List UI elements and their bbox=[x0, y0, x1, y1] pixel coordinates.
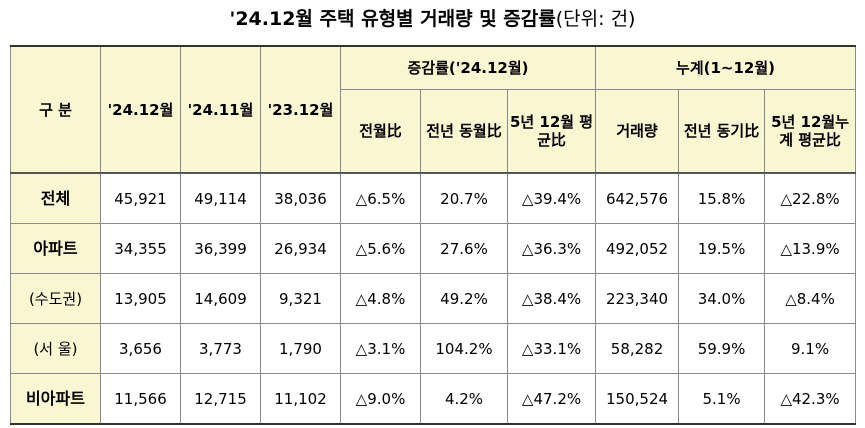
cell-cum-5yr-avg: △22.8% bbox=[764, 172, 857, 224]
cell-2411: 12,715 bbox=[180, 373, 261, 425]
cell-cum-5yr-avg: △8.4% bbox=[764, 273, 857, 324]
table-row: (서 울) 3,656 3,773 1,790 △3.1% 104.2% △33… bbox=[10, 323, 857, 374]
cell-2312: 9,321 bbox=[260, 273, 341, 324]
cell-cum-5yr-avg: △13.9% bbox=[764, 223, 857, 274]
table-row: (수도권) 13,905 14,609 9,321 △4.8% 49.2% △3… bbox=[10, 273, 857, 324]
cell-5yr-avg: △38.4% bbox=[506, 273, 597, 324]
row-label: (수도권) bbox=[10, 273, 101, 324]
cell-cum-volume: 642,576 bbox=[595, 172, 680, 224]
cell-5yr-avg: △39.4% bbox=[506, 172, 597, 224]
cell-cum-volume: 150,524 bbox=[595, 373, 680, 425]
cell-2312: 26,934 bbox=[260, 223, 341, 274]
cell-mom: △9.0% bbox=[340, 373, 421, 425]
cell-yoy: 4.2% bbox=[420, 373, 508, 425]
header-cum-volume: 거래량 bbox=[595, 89, 680, 174]
table-row: 아파트 34,355 36,399 26,934 △5.6% 27.6% △36… bbox=[10, 223, 857, 274]
header-cum-5yr-avg: 5년 12월누계 평균比 bbox=[764, 89, 857, 174]
header-5yr-avg: 5년 12월 평균比 bbox=[506, 89, 597, 174]
cell-2411: 49,114 bbox=[180, 172, 261, 224]
row-label: (서 울) bbox=[10, 323, 101, 374]
cell-mom: △4.8% bbox=[340, 273, 421, 324]
header-2412: '24.12월 bbox=[100, 45, 181, 174]
cell-5yr-avg: △36.3% bbox=[506, 223, 597, 274]
header-2312: '23.12월 bbox=[260, 45, 341, 174]
row-label: 비아파트 bbox=[10, 373, 101, 425]
cell-2411: 3,773 bbox=[180, 323, 261, 374]
cell-cum-volume: 223,340 bbox=[595, 273, 680, 324]
cell-2312: 1,790 bbox=[260, 323, 341, 374]
housing-transaction-table: 구 분 '24.12월 '24.11월 '23.12월 증감률('24.12월)… bbox=[10, 45, 857, 425]
cell-yoy: 20.7% bbox=[420, 172, 508, 224]
cell-cum-yoy: 19.5% bbox=[678, 223, 766, 274]
row-label: 전체 bbox=[10, 172, 101, 224]
cell-mom: △6.5% bbox=[340, 172, 421, 224]
table-title: '24.12월 주택 유형별 거래량 및 증감률(단위: 건) bbox=[0, 4, 865, 34]
row-label: 아파트 bbox=[10, 223, 101, 274]
cell-2412: 3,656 bbox=[100, 323, 181, 374]
title-main: '24.12월 주택 유형별 거래량 및 증감률 bbox=[229, 8, 556, 30]
cell-mom: △5.6% bbox=[340, 223, 421, 274]
cell-cum-yoy: 15.8% bbox=[678, 172, 766, 224]
cell-cum-volume: 58,282 bbox=[595, 323, 680, 374]
cell-cum-yoy: 34.0% bbox=[678, 273, 766, 324]
cell-yoy: 104.2% bbox=[420, 323, 508, 374]
header-group-change: 증감률('24.12월) bbox=[339, 45, 597, 90]
cell-mom: △3.1% bbox=[340, 323, 421, 374]
table-row: 전체 45,921 49,114 38,036 △6.5% 20.7% △39.… bbox=[10, 172, 857, 224]
header-category: 구 분 bbox=[10, 45, 101, 174]
cell-cum-yoy: 59.9% bbox=[678, 323, 766, 374]
header-yoy: 전년 동월比 bbox=[420, 89, 508, 174]
cell-2412: 13,905 bbox=[100, 273, 181, 324]
cell-2312: 38,036 bbox=[260, 172, 341, 224]
cell-cum-volume: 492,052 bbox=[595, 223, 680, 274]
title-unit: (단위: 건) bbox=[555, 8, 636, 30]
cell-2412: 34,355 bbox=[100, 223, 181, 274]
cell-yoy: 49.2% bbox=[420, 273, 508, 324]
cell-2412: 11,566 bbox=[100, 373, 181, 425]
cell-cum-5yr-avg: 9.1% bbox=[764, 323, 857, 374]
header-2411: '24.11월 bbox=[180, 45, 261, 174]
cell-2412: 45,921 bbox=[100, 172, 181, 224]
cell-cum-yoy: 5.1% bbox=[678, 373, 766, 425]
cell-2411: 36,399 bbox=[180, 223, 261, 274]
cell-2312: 11,102 bbox=[260, 373, 341, 425]
header-mom: 전월比 bbox=[340, 89, 421, 174]
cell-2411: 14,609 bbox=[180, 273, 261, 324]
cell-5yr-avg: △47.2% bbox=[506, 373, 597, 425]
cell-cum-5yr-avg: △42.3% bbox=[764, 373, 857, 425]
cell-5yr-avg: △33.1% bbox=[506, 323, 597, 374]
header-cum-yoy: 전년 동기比 bbox=[678, 89, 766, 174]
table-row: 비아파트 11,566 12,715 11,102 △9.0% 4.2% △47… bbox=[10, 373, 857, 425]
cell-yoy: 27.6% bbox=[420, 223, 508, 274]
header-group-cumulative: 누계(1~12월) bbox=[595, 45, 857, 90]
